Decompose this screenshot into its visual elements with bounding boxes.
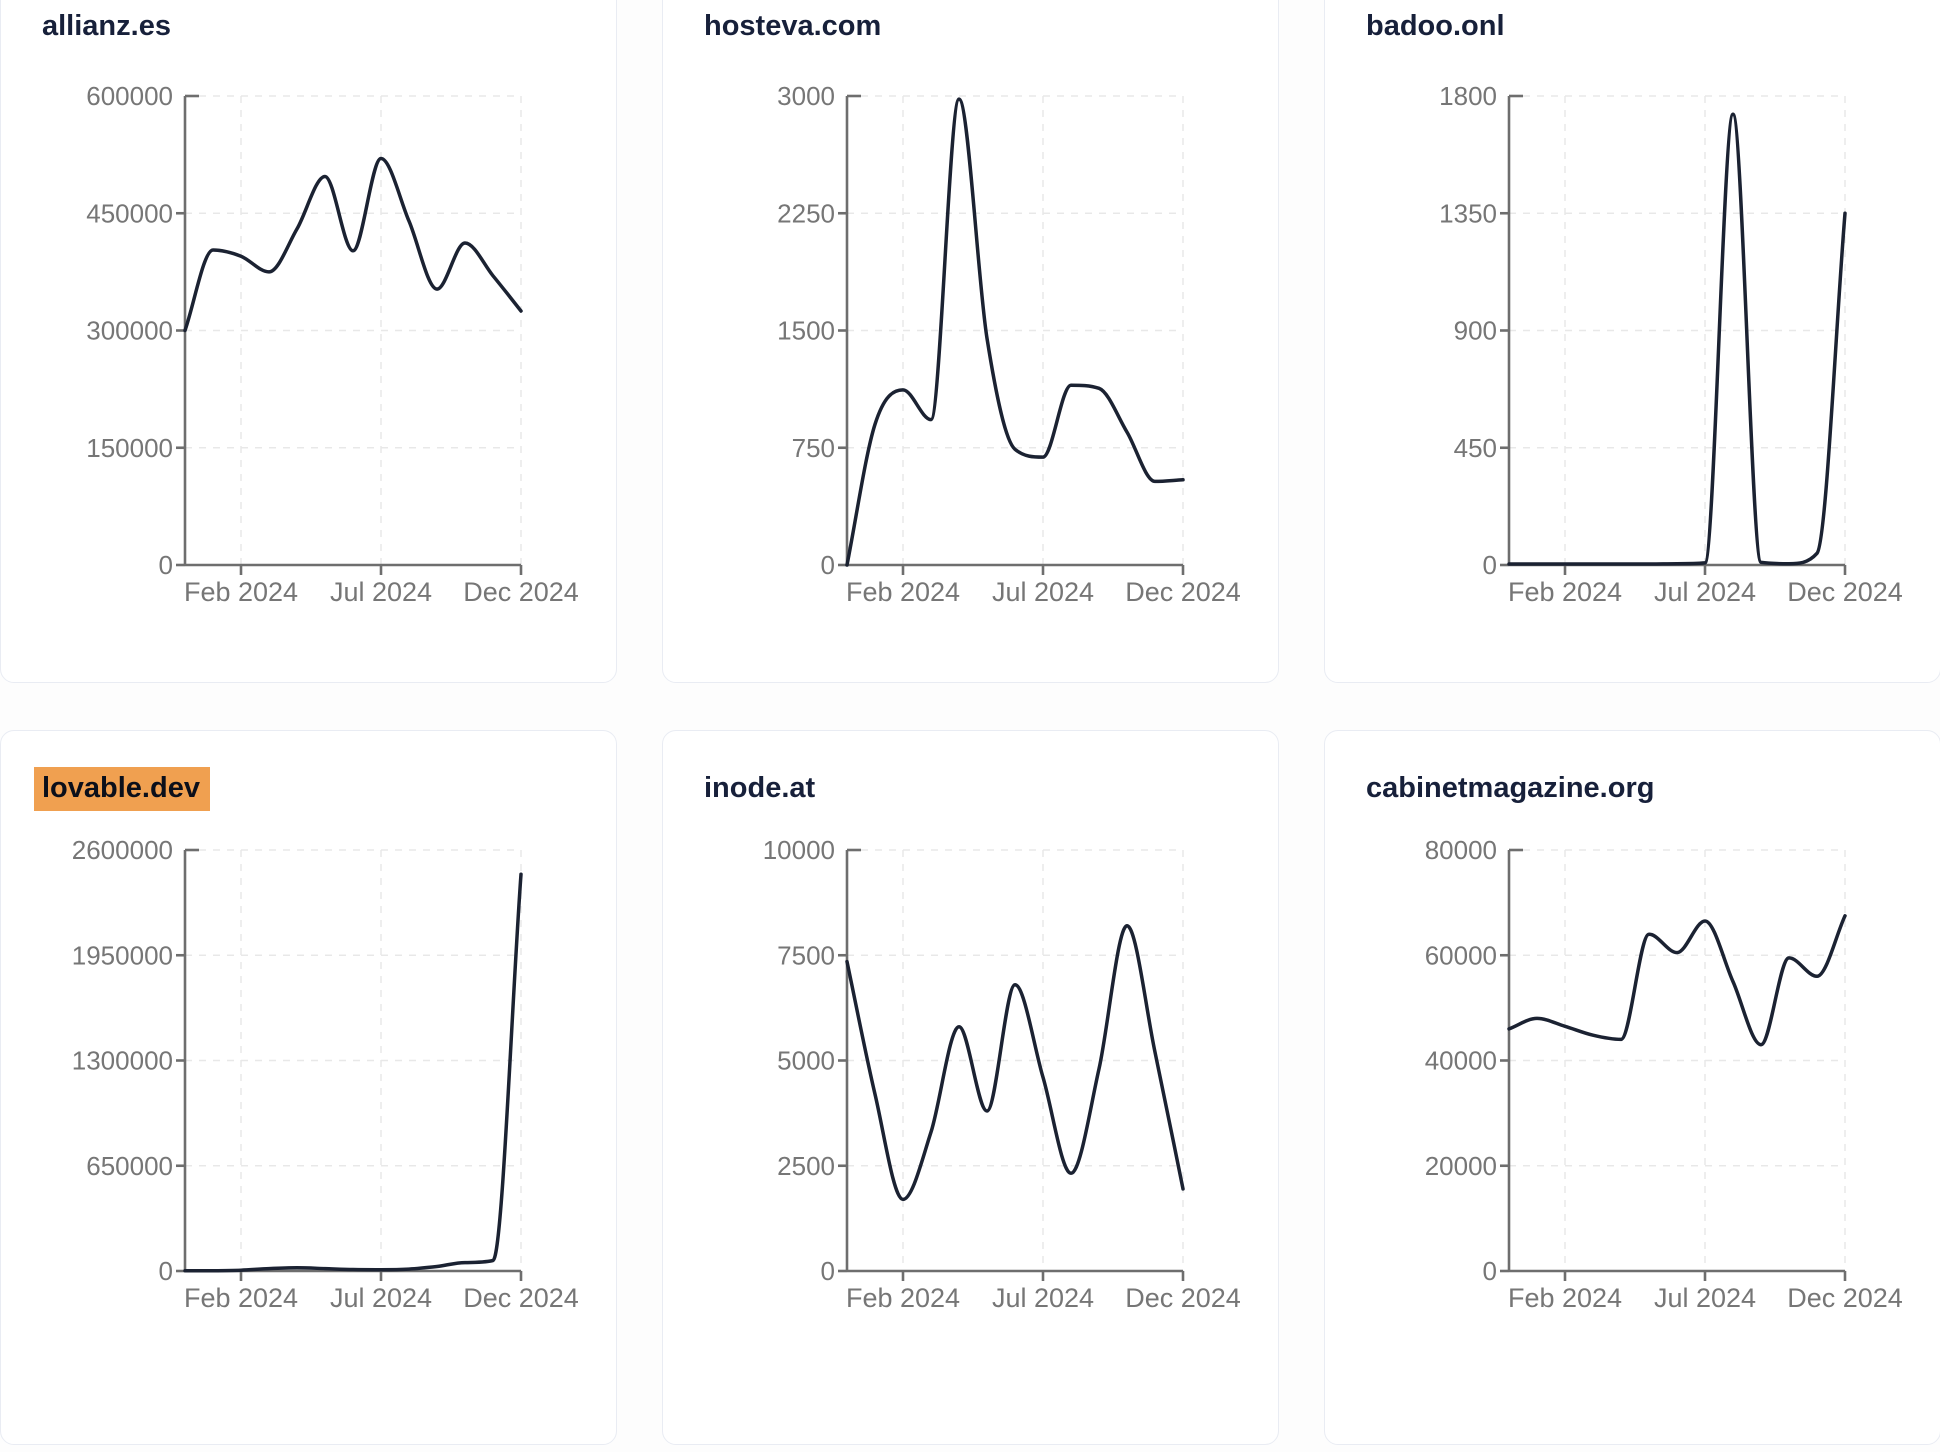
x-tick-label: Jul 2024 — [330, 1283, 432, 1313]
domain-chart-card: inode.at 0 2500 5000 7500 10000 Feb 2024 Jul 2… — [662, 730, 1279, 1445]
card-title: cabinetmagazine.org — [1366, 771, 1654, 806]
x-tick-label: Dec 2024 — [1125, 577, 1241, 607]
traffic-line-chart: 0 750 1500 2250 3000 Feb 2024 Jul 2024 Dec 2024 — [777, 81, 1241, 607]
domain-chart-card: allianz.es 0 150000 300000 450000 600000 Feb … — [0, 0, 617, 683]
trend-line — [845, 97, 1185, 567]
card-title-text: badoo.onl — [1366, 10, 1505, 42]
y-tick-label: 40000 — [1425, 1046, 1497, 1076]
card-title: allianz.es — [42, 9, 171, 44]
y-tick-label: 20000 — [1425, 1151, 1497, 1181]
y-tick-label: 650000 — [86, 1151, 173, 1181]
y-tick-label: 60000 — [1425, 940, 1497, 970]
trend-line — [1507, 112, 1847, 566]
y-tick-label: 3000 — [777, 81, 835, 111]
traffic-line-chart: 0 20000 40000 60000 80000 Feb 2024 Jul 2024 Dec… — [1425, 835, 1903, 1313]
x-tick-label: Jul 2024 — [330, 577, 432, 607]
y-tick-label: 1300000 — [72, 1046, 173, 1076]
y-tick-label: 7500 — [777, 940, 835, 970]
x-tick-label: Jul 2024 — [992, 1283, 1094, 1313]
traffic-line-chart: 0 2500 5000 7500 10000 Feb 2024 Jul 2024 Dec 20… — [763, 835, 1241, 1313]
y-tick-label: 2500 — [777, 1151, 835, 1181]
y-tick-label: 0 — [159, 1256, 173, 1286]
y-tick-label: 600000 — [86, 81, 173, 111]
x-tick-label: Feb 2024 — [184, 1283, 298, 1313]
y-tick-label: 450000 — [86, 198, 173, 228]
x-tick-label: Feb 2024 — [846, 1283, 960, 1313]
y-tick-label: 5000 — [777, 1046, 835, 1076]
domain-chart-card: badoo.onl 0 450 900 1350 1800 Feb 2024 Jul 202… — [1324, 0, 1940, 683]
x-tick-label: Feb 2024 — [184, 577, 298, 607]
y-tick-label: 150000 — [86, 433, 173, 463]
y-tick-label: 0 — [1483, 1256, 1497, 1286]
x-tick-label: Dec 2024 — [1787, 577, 1903, 607]
card-title: inode.at — [704, 771, 815, 806]
card-title-text: hosteva.com — [704, 10, 882, 42]
y-tick-label: 450 — [1454, 433, 1497, 463]
y-tick-label: 80000 — [1425, 835, 1497, 865]
x-tick-label: Feb 2024 — [1508, 1283, 1622, 1313]
y-tick-label: 0 — [1483, 550, 1497, 580]
x-tick-label: Dec 2024 — [463, 577, 579, 607]
trend-line — [183, 872, 523, 1273]
x-tick-label: Jul 2024 — [1654, 1283, 1756, 1313]
y-tick-label: 1350 — [1439, 198, 1497, 228]
card-title-text: inode.at — [704, 772, 816, 804]
y-tick-label: 1800 — [1439, 81, 1497, 111]
x-tick-label: Dec 2024 — [1125, 1283, 1241, 1313]
domain-chart-card: cabinetmagazine.org 0 20000 40000 60000 8000… — [1324, 730, 1940, 1445]
y-tick-label: 1950000 — [72, 940, 173, 970]
x-tick-label: Feb 2024 — [1508, 577, 1622, 607]
card-title: badoo.onl — [1366, 9, 1505, 44]
card-title: lovable.dev — [34, 767, 210, 811]
y-tick-label: 900 — [1454, 316, 1497, 346]
y-tick-label: 750 — [792, 433, 835, 463]
y-tick-label: 0 — [159, 550, 173, 580]
x-tick-label: Dec 2024 — [1787, 1283, 1903, 1313]
card-title: hosteva.com — [704, 9, 881, 44]
y-tick-label: 300000 — [86, 316, 173, 346]
y-tick-label: 0 — [821, 550, 835, 580]
x-tick-label: Dec 2024 — [463, 1283, 579, 1313]
x-tick-label: Feb 2024 — [846, 577, 960, 607]
domain-chart-card: lovable.dev 0 650000 1300000 1950000 2600000… — [0, 730, 617, 1445]
y-tick-label: 2250 — [777, 198, 835, 228]
x-tick-label: Jul 2024 — [992, 577, 1094, 607]
y-tick-label: 2600000 — [72, 835, 173, 865]
domain-chart-card: hosteva.com 0 750 1500 2250 3000 Feb 2024 Jul … — [662, 0, 1279, 683]
y-tick-label: 10000 — [763, 835, 835, 865]
trend-line — [845, 924, 1185, 1202]
card-title-text: cabinetmagazine.org — [1366, 772, 1655, 804]
y-tick-label: 0 — [821, 1256, 835, 1286]
card-title-text: allianz.es — [42, 10, 171, 42]
traffic-line-chart: 0 650000 1300000 1950000 2600000 Feb 2024 Jul … — [72, 835, 579, 1313]
traffic-line-chart: 0 150000 300000 450000 600000 Feb 2024 Jul 202… — [86, 81, 579, 607]
traffic-line-chart: 0 450 900 1350 1800 Feb 2024 Jul 2024 Dec 2024 — [1439, 81, 1903, 607]
trend-line — [183, 156, 523, 333]
y-tick-label: 1500 — [777, 316, 835, 346]
x-tick-label: Jul 2024 — [1654, 577, 1756, 607]
card-title-text-highlighted: lovable.dev — [34, 767, 210, 811]
trend-line — [1507, 914, 1847, 1047]
